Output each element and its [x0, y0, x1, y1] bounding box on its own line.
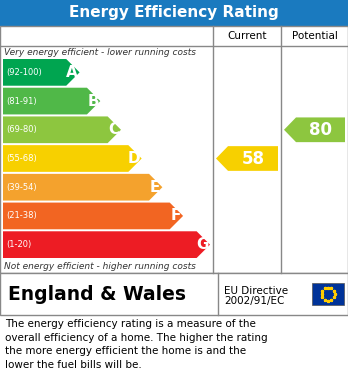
Text: (39-54): (39-54): [6, 183, 37, 192]
Text: F: F: [171, 208, 181, 223]
Text: 80: 80: [309, 121, 332, 139]
Text: EU Directive: EU Directive: [224, 286, 288, 296]
Text: 2002/91/EC: 2002/91/EC: [224, 296, 284, 306]
Bar: [0, 26, 348, 273]
Text: G: G: [196, 237, 209, 252]
Polygon shape: [216, 146, 278, 171]
Bar: [312, 283, 344, 305]
Polygon shape: [3, 145, 142, 172]
Text: (81-91): (81-91): [6, 97, 37, 106]
Polygon shape: [3, 231, 210, 258]
Text: A: A: [66, 65, 78, 80]
Polygon shape: [3, 117, 121, 143]
Text: B: B: [87, 93, 99, 109]
Text: England & Wales: England & Wales: [8, 285, 186, 303]
Text: Not energy efficient - higher running costs: Not energy efficient - higher running co…: [4, 262, 196, 271]
Polygon shape: [3, 59, 80, 86]
Polygon shape: [284, 117, 345, 142]
Text: Potential: Potential: [292, 31, 338, 41]
Text: (1-20): (1-20): [6, 240, 31, 249]
Text: (92-100): (92-100): [6, 68, 42, 77]
Bar: [0, 273, 348, 315]
Polygon shape: [3, 88, 100, 115]
Text: (69-80): (69-80): [6, 125, 37, 134]
Polygon shape: [3, 203, 183, 229]
Text: (55-68): (55-68): [6, 154, 37, 163]
Text: The energy efficiency rating is a measure of the
overall efficiency of a home. T: The energy efficiency rating is a measur…: [5, 319, 268, 370]
Bar: [0, 0, 348, 26]
Text: (21-38): (21-38): [6, 212, 37, 221]
Text: Very energy efficient - lower running costs: Very energy efficient - lower running co…: [4, 48, 196, 57]
Text: 58: 58: [242, 149, 264, 167]
Text: D: D: [128, 151, 141, 166]
Text: C: C: [108, 122, 119, 137]
Text: E: E: [150, 180, 160, 195]
Polygon shape: [3, 174, 163, 201]
Text: Energy Efficiency Rating: Energy Efficiency Rating: [69, 5, 279, 20]
Text: Current: Current: [227, 31, 267, 41]
